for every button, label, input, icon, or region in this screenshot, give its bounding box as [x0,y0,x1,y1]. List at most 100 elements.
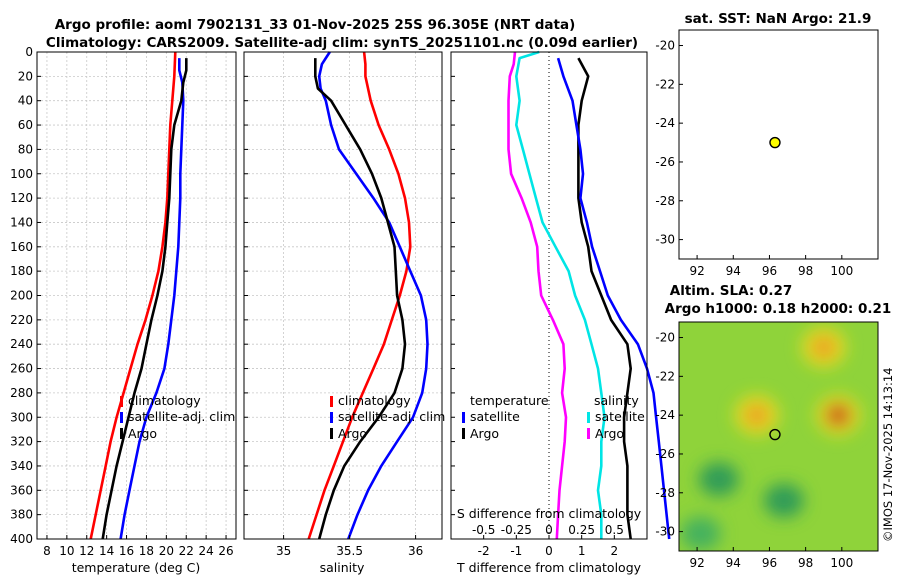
legend-label-t-argo: Argo [470,426,499,441]
sla-title-line-1: Altim. SLA: 0.27 [670,283,792,299]
s-difference-legend: salinity satellite Argo [587,393,645,441]
sla-hotspot [763,483,804,518]
legend-label-satellite: satellite-adj. clim [128,409,235,424]
s-tick-label: -0.5 [472,523,495,537]
y-tick-label: 240 [10,337,33,351]
y-tick-label: 180 [10,264,33,278]
legend-label-climatology: climatology [128,393,201,408]
x-tick-label: 8 [43,544,51,558]
x-tick-label: 100 [830,264,853,278]
legend-swatch-argo [330,428,333,439]
y-tick-label: 260 [10,362,33,376]
y-tick-label: -20 [655,39,675,53]
legend-label-argo: Argo [338,426,367,441]
temperature-panel: 8 10 12 14 16 18 20 22 24 26020406080100120140160… [10,45,237,575]
y-tick-label: 60 [18,118,33,132]
legend-swatch-climatology [330,396,333,407]
salinity-xlabel: salinity [320,560,365,575]
s-difference-xlabel: S difference from climatology [457,506,642,521]
y-tick-label: 300 [10,410,33,424]
x-tick-label: 96 [762,556,777,570]
x-tick-label: 18 [139,544,154,558]
x-tick-label: 1 [578,544,586,558]
y-tick-label: 80 [18,142,33,156]
t-difference-legend: temperature satellite Argo [462,393,549,441]
y-tick-label: -20 [655,331,675,345]
x-tick-label: 10 [59,544,74,558]
x-tick-label: 14 [99,544,114,558]
series-line-s-argo [556,57,671,540]
y-tick-label: -30 [655,525,675,539]
legend-swatch-t-argo [462,428,465,439]
series-line-argo [101,58,188,540]
x-tick-label: 35 [276,544,291,558]
s-tick-label: -0.25 [501,523,532,537]
series-line-argo [313,58,407,540]
series-line-climatology [89,51,177,540]
x-tick-label: 96 [762,264,777,278]
x-tick-label: 22 [179,544,194,558]
x-tick-label: 94 [726,556,741,570]
y-tick-label: -24 [655,116,675,130]
x-tick-label: 0 [545,544,553,558]
float-location-marker [769,136,781,149]
sla-hotspot [810,335,837,360]
x-tick-label: 36 [408,544,423,558]
sst-map-panel: 92 94 96 98 100 -20 -22 -24 -26 -28 -30 [655,29,879,278]
t-difference-xlabel: T difference from climatology [456,560,642,575]
legend-title-temperature: temperature [470,393,549,408]
legend-title-salinity: salinity [594,393,639,408]
x-tick-label: 98 [798,264,813,278]
salinity-panel: 35 35.5 36 salinity climatology satellite-… [243,51,445,575]
sla-hotspot [698,462,739,497]
y-tick-label: 360 [10,483,33,497]
y-tick-label: 120 [10,191,33,205]
sla-hotspot [743,403,770,428]
legend-swatch-argo [120,428,123,439]
sla-title-line-2: Argo h1000: 0.18 h2000: 0.21 [665,301,892,317]
y-tick-label: 320 [10,435,33,449]
legend-swatch-satellite [330,412,333,423]
title-line-2: Climatology: CARS2009. Satellite-adj cli… [46,35,638,51]
x-tick-label: 16 [119,544,134,558]
s-tick-label: 0.25 [568,523,595,537]
legend-label-satellite: satellite-adj. clim [338,409,445,424]
y-tick-label: -28 [655,194,675,208]
x-tick-label: 20 [159,544,174,558]
float-location-marker [769,428,781,441]
s-tick-label: 0 [545,523,553,537]
x-tick-label: 94 [726,264,741,278]
x-tick-label: -1 [510,544,522,558]
x-tick-label: 24 [199,544,214,558]
y-tick-label: -24 [655,408,675,422]
y-tick-label: 20 [18,69,33,83]
series-line-climatology [307,51,412,540]
series-line-t-satellite [514,50,606,539]
temperature-xlabel: temperature (deg C) [72,560,201,575]
y-tick-label: 280 [10,386,33,400]
difference-panel: -2 -1 0 1 2 -0.5 -0.25 0 0.25 0.5 S difference fr… [450,50,671,575]
temperature-legend: climatology satellite-adj. clim Argo [120,393,235,441]
x-tick-label: 92 [689,264,704,278]
difference-plot-area [451,52,647,539]
y-tick-label: -26 [655,155,675,169]
y-tick-label: -30 [655,233,675,247]
series-line-satellite-adj-clim [317,51,429,540]
y-tick-label: 200 [10,289,33,303]
salinity-legend: climatology satellite-adj. clim Argo [330,393,445,441]
sst-title: sat. SST: NaN Argo: 21.9 [685,11,872,27]
x-tick-label: -2 [478,544,490,558]
y-tick-label: 220 [10,313,33,327]
sla-hotspot [825,403,852,428]
y-tick-label: 400 [10,532,33,546]
legend-label-t-satellite: satellite [470,409,520,424]
y-tick-label: 100 [10,167,33,181]
y-tick-label: -28 [655,486,675,500]
x-tick-label: 100 [830,556,853,570]
sla-hotspot [680,516,721,551]
legend-swatch-t-satellite [462,412,465,423]
legend-label-s-satellite: satellite [595,409,645,424]
x-tick-label: 92 [689,556,704,570]
series-line-s-satellite [507,51,568,540]
